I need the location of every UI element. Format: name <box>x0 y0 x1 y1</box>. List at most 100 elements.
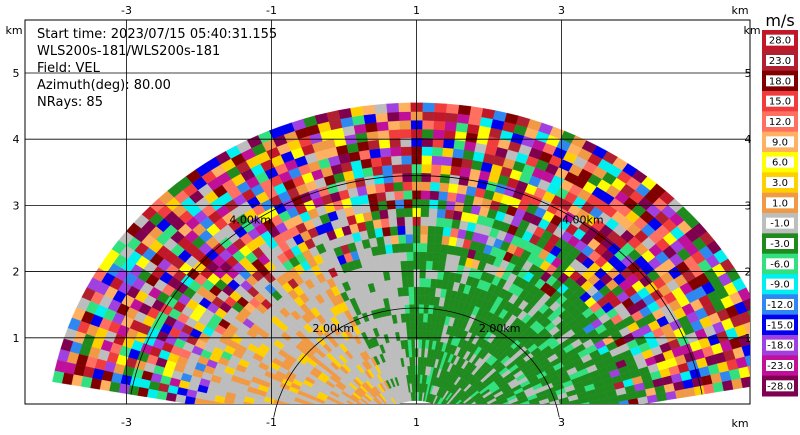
velocity-cell <box>401 163 412 174</box>
velocity-scan-cells <box>52 102 750 430</box>
velocity-cell <box>146 388 159 399</box>
velocity-cell <box>380 218 390 228</box>
velocity-cell <box>456 420 465 425</box>
velocity-cell <box>452 148 465 159</box>
velocity-cell <box>374 183 386 194</box>
velocity-cell <box>331 408 341 414</box>
velocity-cell <box>449 227 459 238</box>
velocity-cell <box>368 420 377 425</box>
velocity-cell <box>319 413 329 418</box>
velocity-cell <box>346 423 356 427</box>
velocity-cell <box>433 120 446 131</box>
velocity-cell <box>484 413 494 418</box>
range-ring-label: 2.00km <box>479 322 521 335</box>
velocity-cell <box>418 312 424 323</box>
velocity-cell <box>328 415 338 420</box>
velocity-cell <box>389 138 401 148</box>
velocity-cell <box>561 406 571 413</box>
velocity-cell <box>418 321 424 331</box>
velocity-cell <box>281 406 292 412</box>
velocity-cell <box>349 106 364 118</box>
velocity-cell <box>388 217 398 228</box>
velocity-cell <box>299 414 309 419</box>
colorbar-level-label: 9.0 <box>772 137 788 148</box>
velocity-cell <box>337 108 352 120</box>
velocity-cell <box>514 413 524 418</box>
velocity-cell <box>365 426 375 430</box>
velocity-cell <box>427 225 436 236</box>
velocity-cell <box>393 190 404 201</box>
velocity-cell <box>399 251 407 262</box>
velocity-cell <box>381 403 383 404</box>
velocity-cell <box>279 414 289 420</box>
velocity-cell <box>344 401 350 404</box>
y-axis-unit-right: km <box>743 24 760 37</box>
velocity-cell <box>462 149 475 161</box>
velocity-cell <box>444 121 457 132</box>
velocity-cell <box>404 216 413 226</box>
velocity-cell <box>289 416 299 421</box>
velocity-cell <box>386 103 399 113</box>
velocity-cell <box>379 147 392 158</box>
grid-lines <box>25 20 750 404</box>
velocity-cell <box>371 165 384 176</box>
velocity-cell <box>422 313 429 323</box>
velocity-cell <box>453 414 462 420</box>
velocity-cell <box>419 234 428 244</box>
velocity-cell <box>531 405 541 411</box>
velocity-cell <box>515 420 525 425</box>
velocity-cell <box>367 139 380 150</box>
velocity-cell <box>423 304 429 314</box>
velocity-cell <box>505 419 515 424</box>
velocity-cell <box>495 418 505 423</box>
velocity-cell <box>747 309 750 317</box>
velocity-cell <box>451 157 463 168</box>
velocity-cell <box>336 423 346 427</box>
velocity-cell <box>340 411 350 416</box>
velocity-cell <box>455 418 464 423</box>
velocity-cell <box>320 410 330 416</box>
velocity-cell <box>442 226 452 237</box>
velocity-cell <box>386 111 400 122</box>
velocity-cell <box>426 243 435 253</box>
velocity-cell <box>467 421 477 425</box>
colorbar-label-bg <box>766 55 794 66</box>
velocity-cell <box>456 113 470 124</box>
velocity-cell <box>387 120 400 131</box>
velocity-cell <box>496 421 506 426</box>
range-ring <box>130 175 703 395</box>
velocity-cell <box>438 252 448 263</box>
velocity-cell <box>741 344 750 357</box>
velocity-cell <box>409 304 415 314</box>
velocity-cell <box>421 155 433 165</box>
velocity-cell <box>440 164 452 175</box>
velocity-cell <box>441 235 450 246</box>
scan-info: Start time: 2023/07/15 05:40:31.155 WLS2… <box>37 27 277 110</box>
velocity-cell <box>435 217 445 228</box>
colorbar-level-label: 3.0 <box>772 178 788 189</box>
velocity-cell <box>280 410 290 416</box>
velocity-cell <box>481 108 496 120</box>
velocity-cell <box>424 278 432 288</box>
velocity-cell <box>406 260 414 270</box>
velocity-cell <box>469 106 484 118</box>
velocity-cell <box>513 410 523 416</box>
velocity-cell <box>465 416 475 421</box>
velocity-cell <box>747 365 750 377</box>
velocity-cell <box>446 405 454 412</box>
velocity-cell <box>393 260 402 271</box>
azimuth-text: Azimuth(deg): 80.00 <box>37 78 171 93</box>
velocity-cell <box>474 414 484 419</box>
velocity-cell <box>366 130 379 142</box>
velocity-cell <box>515 416 525 421</box>
velocity-cell <box>366 405 375 412</box>
velocity-cell <box>400 260 408 270</box>
velocity-cell <box>404 225 413 235</box>
velocity-cell <box>364 122 378 133</box>
velocity-cell <box>378 138 391 149</box>
colorbar-level-label: 6.0 <box>772 158 788 169</box>
velocity-cell <box>418 339 423 349</box>
velocity-cell <box>376 191 387 202</box>
velocity-cell <box>194 397 206 404</box>
velocity-cell <box>387 208 397 219</box>
